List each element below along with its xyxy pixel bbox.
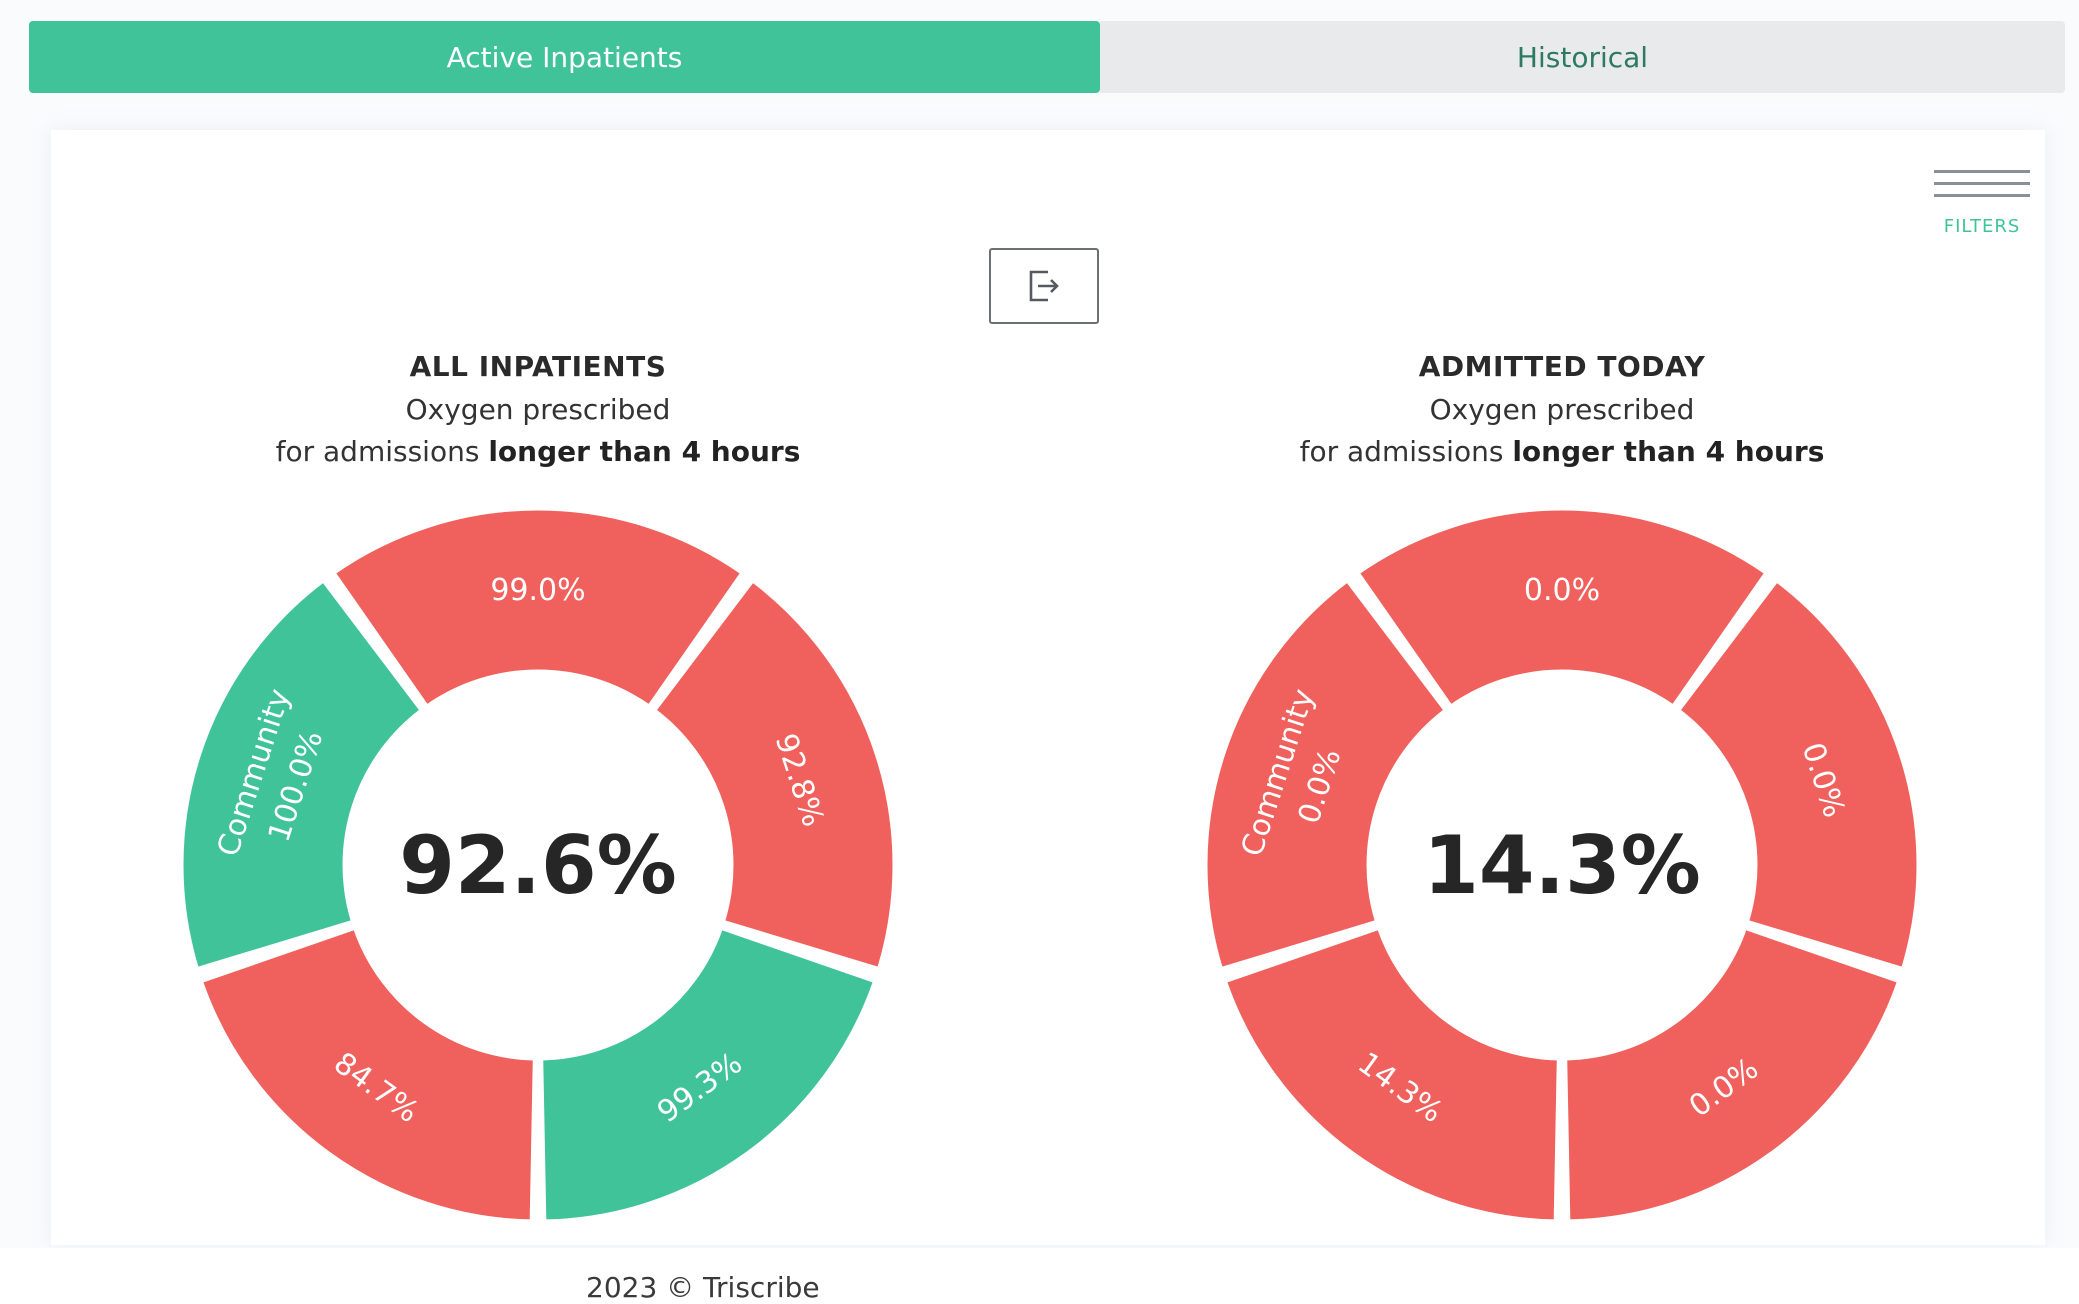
donut-center-value: 14.3% [1423,819,1701,912]
donut-center-value: 92.6% [399,819,677,912]
chart-header-all-inpatients: ALL INPATIENTS Oxygen prescribed for adm… [158,345,918,473]
subtitle-bold: longer than 4 hours [1512,435,1825,468]
subtitle-prefix: for admissions [275,435,480,468]
donut-segment[interactable] [1204,579,1447,970]
filters-label: FILTERS [1943,216,2021,237]
tab-historical[interactable]: Historical [1100,21,2065,93]
donut-segment[interactable] [1677,579,1920,970]
donut-segment[interactable] [332,507,744,708]
export-button[interactable] [989,248,1099,324]
filters-button[interactable]: FILTERS [1926,166,2038,246]
chart-subtitle-line2: for admissions longer than 4 hours [1182,431,1942,473]
chart-title: ALL INPATIENTS [409,350,667,383]
subtitle-bold: longer than 4 hours [488,435,801,468]
tab-active-inpatients[interactable]: Active Inpatients [29,21,1100,93]
donut-segment[interactable] [1224,926,1560,1223]
donut-segment[interactable] [653,579,896,970]
chart-title: ADMITTED TODAY [1418,350,1706,383]
donut-segment[interactable] [1356,507,1768,708]
chart-subtitle-line1: Oxygen prescribed [1429,393,1695,426]
donut-segment[interactable] [540,926,876,1223]
tab-bar: Active Inpatients Historical [29,21,2065,93]
chart-subtitle-line2: for admissions longer than 4 hours [158,431,918,473]
donut-segment[interactable] [200,926,536,1223]
footer-copyright: 2023 © Triscribe [586,1271,820,1304]
donut-segment[interactable] [1564,926,1900,1223]
segment-label-group: 99.0% [490,573,585,608]
donut-segment[interactable] [180,579,423,970]
footer [0,1248,2079,1304]
segment-value-label: 0.0% [1524,573,1600,608]
export-icon [1029,270,1059,302]
chart-subtitle-line1: Oxygen prescribed [405,393,671,426]
chart-header-admitted-today: ADMITTED TODAY Oxygen prescribed for adm… [1182,345,1942,473]
segment-value-label: 99.0% [490,573,585,608]
subtitle-prefix: for admissions [1299,435,1504,468]
filter-lines-icon [1934,166,2030,202]
segment-label-group: 0.0% [1524,573,1600,608]
